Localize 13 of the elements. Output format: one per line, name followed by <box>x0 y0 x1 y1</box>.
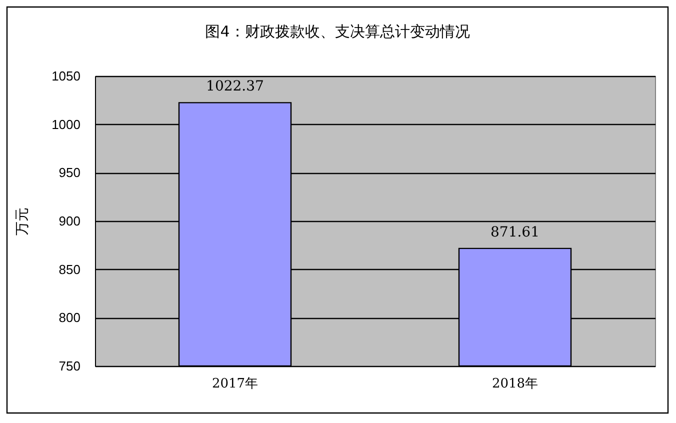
x-tick-label: 2017年 <box>212 376 258 392</box>
x-tick-label: 2018年 <box>492 376 538 392</box>
y-tick-label: 750 <box>58 358 80 374</box>
y-axis-title: 万元 <box>14 208 31 236</box>
y-tick-label: 800 <box>58 310 80 326</box>
y-tick-label: 1000 <box>52 116 80 132</box>
y-tick-label: 850 <box>58 262 80 277</box>
chart-title: 图4：财政拨款收、支决算总计变动情况 <box>205 22 470 40</box>
y-tick-label: 1050 <box>52 68 80 84</box>
data-label: 1022.37 <box>206 78 264 95</box>
y-tick-label: 900 <box>58 214 80 228</box>
data-label: 871.61 <box>490 224 540 240</box>
y-tick-label: 950 <box>58 165 80 180</box>
